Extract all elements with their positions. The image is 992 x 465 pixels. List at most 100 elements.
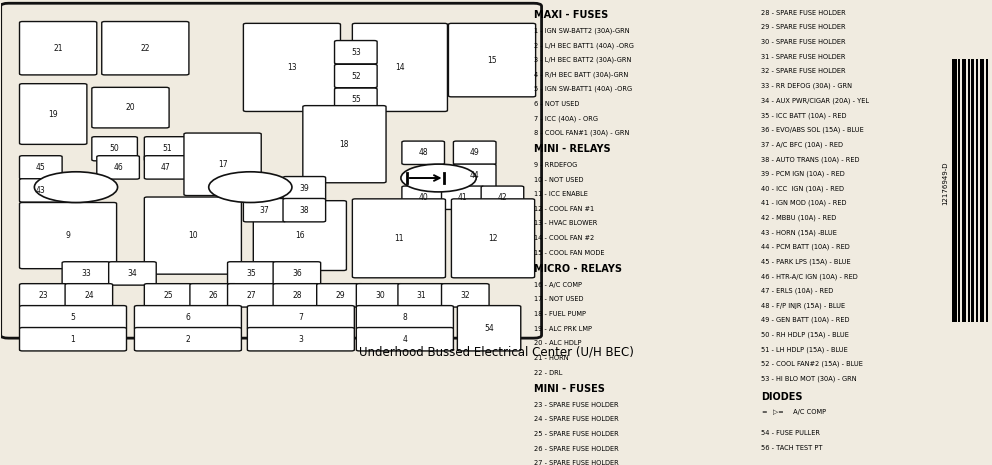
FancyBboxPatch shape [356,306,453,329]
FancyBboxPatch shape [273,262,320,285]
Text: 13 - HVAC BLOWER: 13 - HVAC BLOWER [534,220,597,226]
FancyBboxPatch shape [102,21,188,75]
Text: 29: 29 [335,291,345,300]
FancyBboxPatch shape [334,88,377,112]
FancyBboxPatch shape [352,199,445,278]
Text: 4: 4 [403,335,408,344]
Bar [980,59,984,322]
Bar [986,59,988,322]
Text: 43 - HORN (15A) -BLUE: 43 - HORN (15A) -BLUE [762,229,837,236]
Text: 27 - SPARE FUSE HOLDER: 27 - SPARE FUSE HOLDER [534,460,618,465]
Text: 17: 17 [218,160,227,169]
Text: 38: 38 [300,206,310,215]
FancyBboxPatch shape [227,262,275,285]
Text: 29 - SPARE FUSE HOLDER: 29 - SPARE FUSE HOLDER [762,25,846,31]
Text: 8: 8 [403,313,408,322]
Text: 24: 24 [84,291,93,300]
Text: 26 - SPARE FUSE HOLDER: 26 - SPARE FUSE HOLDER [534,445,618,452]
Text: 40: 40 [419,193,429,202]
Text: 4 - R/H BEC BATT (30A)-GRN: 4 - R/H BEC BATT (30A)-GRN [534,71,628,78]
FancyBboxPatch shape [1,3,542,338]
Text: MICRO - RELAYS: MICRO - RELAYS [534,264,622,274]
FancyBboxPatch shape [247,306,354,329]
Text: 23: 23 [39,291,48,300]
Text: 28: 28 [292,291,302,300]
FancyBboxPatch shape [62,262,110,285]
Text: 36 - EVO/ABS SOL (15A) - BLUE: 36 - EVO/ABS SOL (15A) - BLUE [762,127,864,133]
Text: 49 - GEN BATT (10A) - RED: 49 - GEN BATT (10A) - RED [762,317,850,324]
Text: 48 - F/P INJR (15A) - BLUE: 48 - F/P INJR (15A) - BLUE [762,302,845,309]
FancyBboxPatch shape [189,284,237,307]
Text: 48: 48 [419,148,428,157]
Text: 5 - IGN SW-BATT1 (40A) -ORG: 5 - IGN SW-BATT1 (40A) -ORG [534,86,632,93]
Text: 37 - A/C BFC (10A) - RED: 37 - A/C BFC (10A) - RED [762,141,843,148]
Text: 3 - L/H BEC BATT2 (30A)-GRN: 3 - L/H BEC BATT2 (30A)-GRN [534,57,631,63]
FancyBboxPatch shape [135,327,241,351]
Text: 11: 11 [394,234,404,243]
Text: 32: 32 [460,291,470,300]
Text: 55: 55 [351,95,361,104]
FancyBboxPatch shape [352,23,447,112]
FancyBboxPatch shape [283,199,325,222]
Text: 12: 12 [488,234,498,243]
Text: 44 - PCM BATT (10A) - RED: 44 - PCM BATT (10A) - RED [762,244,850,250]
FancyBboxPatch shape [144,156,186,179]
FancyBboxPatch shape [20,202,117,269]
FancyBboxPatch shape [481,186,524,209]
FancyBboxPatch shape [109,262,156,285]
Text: 17 - NOT USED: 17 - NOT USED [534,297,583,302]
FancyBboxPatch shape [448,23,536,97]
Text: A/C COMP: A/C COMP [792,409,826,415]
Text: 26: 26 [209,291,218,300]
Text: 31: 31 [417,291,427,300]
FancyBboxPatch shape [20,179,62,202]
Text: 16 - A/C COMP: 16 - A/C COMP [534,282,581,288]
FancyBboxPatch shape [457,306,521,351]
FancyBboxPatch shape [227,284,275,307]
Circle shape [35,172,118,202]
Text: 30: 30 [375,291,385,300]
Text: 43: 43 [36,186,46,195]
Text: 5: 5 [70,313,75,322]
Text: 10 - NOT USED: 10 - NOT USED [534,177,583,183]
Text: 56 - TACH TEST PT: 56 - TACH TEST PT [762,445,823,451]
Text: 34 - AUX PWR/CIGAR (20A) - YEL: 34 - AUX PWR/CIGAR (20A) - YEL [762,98,869,104]
Text: 6 - NOT USED: 6 - NOT USED [534,100,579,106]
FancyBboxPatch shape [20,284,67,307]
Text: 54 - FUSE PULLER: 54 - FUSE PULLER [762,430,820,436]
Text: 37: 37 [260,206,270,215]
Text: 46: 46 [113,163,123,172]
Text: 22 - DRL: 22 - DRL [534,370,562,376]
FancyBboxPatch shape [243,199,286,222]
Text: 19: 19 [49,110,58,119]
Text: 12176949-D: 12176949-D [941,162,947,205]
Text: MINI - FUSES: MINI - FUSES [534,384,604,394]
FancyBboxPatch shape [451,199,535,278]
Text: 42: 42 [498,193,507,202]
FancyBboxPatch shape [135,306,241,329]
Text: 41 - IGN MOD (10A) - RED: 41 - IGN MOD (10A) - RED [762,200,847,206]
FancyBboxPatch shape [92,87,169,128]
Text: 39: 39 [300,184,310,193]
Bar [951,59,956,322]
FancyBboxPatch shape [398,284,445,307]
FancyBboxPatch shape [243,23,340,112]
Text: 2 - L/H BEC BATT1 (40A) -ORG: 2 - L/H BEC BATT1 (40A) -ORG [534,42,634,48]
FancyBboxPatch shape [441,186,484,209]
FancyBboxPatch shape [144,284,191,307]
Text: 45: 45 [36,163,46,172]
Circle shape [208,172,292,202]
FancyBboxPatch shape [402,186,444,209]
Text: 50 - RH HDLP (15A) - BLUE: 50 - RH HDLP (15A) - BLUE [762,332,849,338]
Text: 52 - COOL FAN#2 (15A) - BLUE: 52 - COOL FAN#2 (15A) - BLUE [762,361,863,367]
Text: 30 - SPARE FUSE HOLDER: 30 - SPARE FUSE HOLDER [762,39,846,45]
Text: 35: 35 [246,269,256,278]
Text: 47 - ERLS (10A) - RED: 47 - ERLS (10A) - RED [762,288,833,294]
Text: 7 - ICC (40A) - ORG: 7 - ICC (40A) - ORG [534,115,597,122]
FancyBboxPatch shape [453,141,496,165]
Text: 20 - ALC HDLP: 20 - ALC HDLP [534,340,581,346]
FancyBboxPatch shape [20,306,127,329]
Text: 28 - SPARE FUSE HOLDER: 28 - SPARE FUSE HOLDER [762,10,846,16]
Text: 33: 33 [81,269,90,278]
Text: 41: 41 [458,193,467,202]
